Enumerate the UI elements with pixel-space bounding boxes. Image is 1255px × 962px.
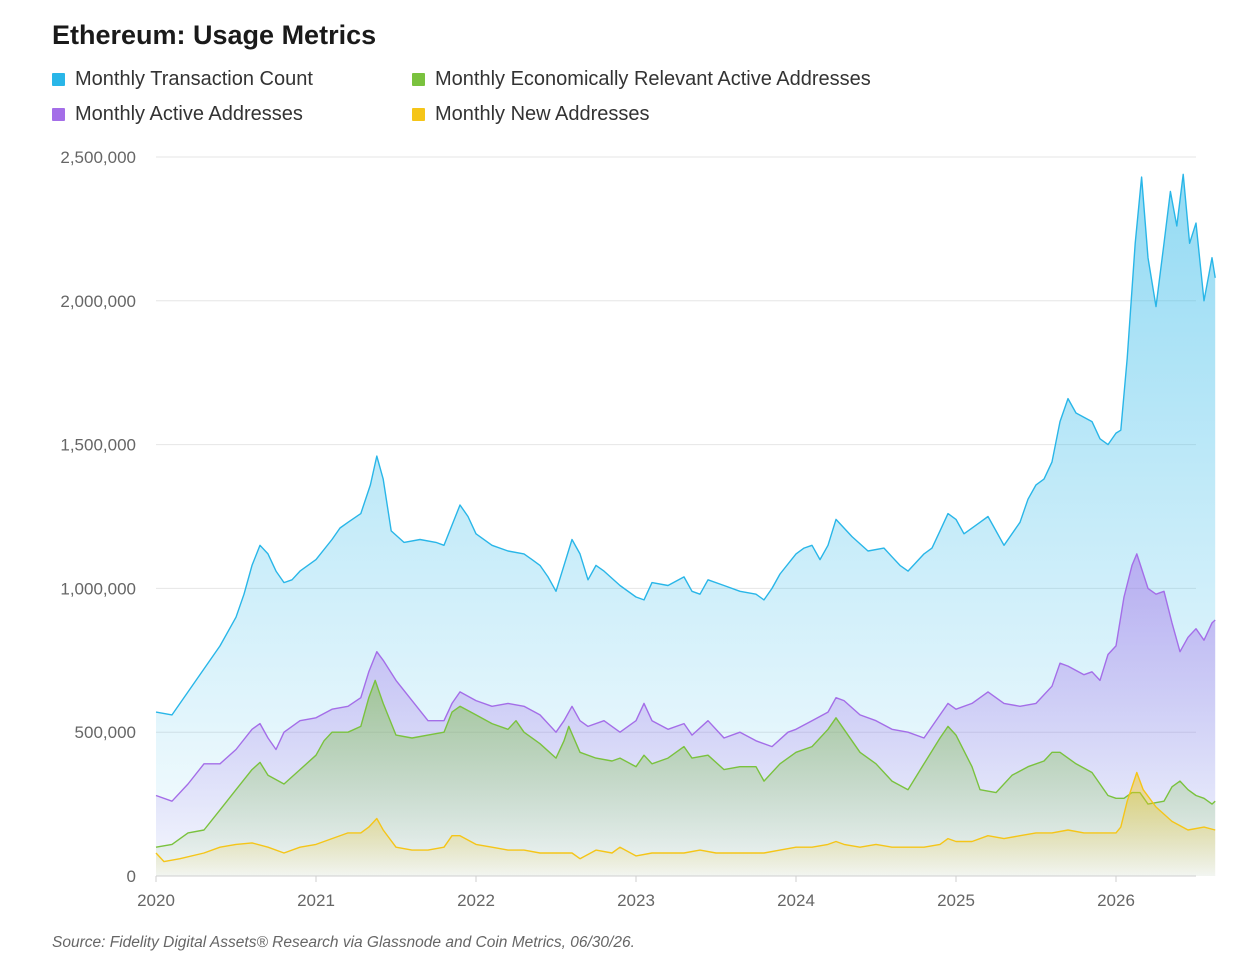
series-line-monthly-transaction-count (155, 173, 1216, 716)
legend-swatch-new-addresses (412, 108, 425, 121)
y-tick-label: 2,500,000 (60, 148, 136, 167)
series-area-monthly-transaction-count (156, 174, 1216, 877)
x-tick-label: 2021 (297, 891, 335, 910)
series-line-monthly-active-addresses (155, 553, 1216, 802)
x-tick-label: 2025 (937, 891, 975, 910)
y-tick-label: 1,500,000 (60, 436, 136, 455)
legend-label-active-addresses: Monthly Active Addresses (75, 103, 303, 125)
x-tick-label: 2023 (617, 891, 655, 910)
legend-swatch-active-addresses (52, 108, 65, 121)
legend-item-new-addresses[interactable]: Monthly New Addresses (412, 103, 650, 126)
y-tick-label: 2,000,000 (60, 292, 136, 311)
legend-item-active-addresses[interactable]: Monthly Active Addresses (52, 103, 303, 126)
x-tick-label: 2026 (1097, 891, 1135, 910)
legend-item-economically-relevant[interactable]: Monthly Economically Relevant Active Add… (412, 68, 871, 91)
legend-item-transaction-count[interactable]: Monthly Transaction Count (52, 68, 313, 91)
x-tick-label: 2024 (777, 891, 815, 910)
y-tick-label: 1,000,000 (60, 579, 136, 598)
chart-title: Ethereum: Usage Metrics (52, 20, 377, 50)
y-tick-label: 0 (127, 867, 136, 886)
x-tick-label: 2020 (137, 891, 175, 910)
x-tick-label: 2022 (457, 891, 495, 910)
legend-label-transaction-count: Monthly Transaction Count (75, 68, 313, 90)
legend-label-economically-relevant: Monthly Economically Relevant Active Add… (435, 68, 871, 90)
series-line-monthly-new-addresses (155, 771, 1216, 863)
series-layer (155, 173, 1216, 877)
legend-swatch-economically-relevant (412, 73, 425, 86)
y-tick-label: 500,000 (75, 723, 136, 742)
legend-swatch-transaction-count (52, 73, 65, 86)
axes: 0 500,000 1,000,000 1,500,000 2,000,000 2,500… (60, 148, 1196, 910)
legend-label-new-addresses: Monthly New Addresses (435, 103, 650, 125)
source-note: Source: Fidelity Digital Assets® Researc… (52, 934, 635, 951)
series-line-monthly-economically-relevant-active-addresses (155, 679, 1216, 848)
